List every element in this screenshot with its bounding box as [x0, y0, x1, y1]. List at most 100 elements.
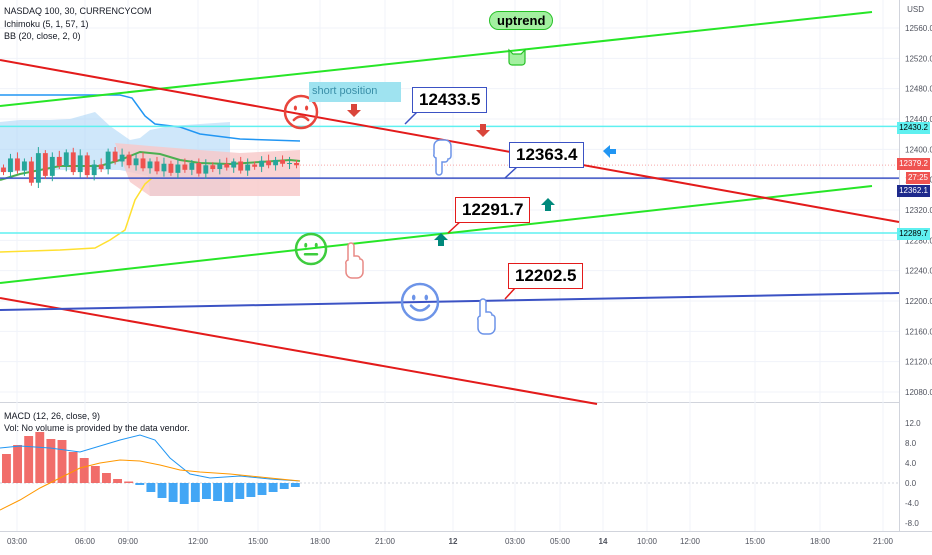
candle-body — [21, 161, 27, 171]
time-axis-tick: 18:00 — [310, 537, 331, 546]
macd-histogram-bar — [124, 481, 134, 483]
candle-body — [154, 161, 160, 172]
uptrend-label[interactable]: uptrend — [489, 11, 554, 30]
price-axis-tick: 12120.0 — [905, 358, 932, 367]
candle-body — [280, 159, 285, 164]
macd-axis-tick: 8.0 — [905, 439, 917, 448]
callout-pointer — [504, 286, 517, 300]
sad-face-icon — [283, 94, 319, 130]
candle-body — [98, 164, 104, 170]
neutral-face-icon — [294, 232, 328, 266]
face-eye — [424, 294, 429, 301]
time-axis-tick: 12:00 — [188, 537, 209, 546]
macd-histogram-bar — [268, 483, 278, 492]
macd-histogram-bar — [179, 483, 189, 504]
price-axis-tick: 12440.0 — [905, 115, 932, 124]
candle-body — [231, 161, 237, 168]
cat-head — [508, 48, 526, 66]
macd-histogram-bar — [90, 466, 100, 483]
hand-shape — [433, 139, 452, 176]
candle-body — [182, 164, 188, 170]
face-eye — [314, 242, 318, 248]
callout-pointer — [404, 110, 419, 125]
face-mouth — [292, 115, 310, 122]
candle-body — [15, 158, 20, 171]
bb-legend[interactable]: BB (20, close, 2, 0) — [4, 31, 81, 41]
trend-line — [0, 185, 873, 284]
candle-body — [35, 153, 41, 183]
candle-body — [8, 158, 13, 173]
candle-body — [224, 163, 230, 168]
symbol-legend[interactable]: NASDAQ 100, 30, CURRENCYCOM — [4, 6, 152, 16]
volume-legend: Vol: No volume is provided by the data v… — [4, 423, 190, 433]
candle-body — [217, 163, 223, 170]
candle-body — [168, 163, 174, 173]
face-outline — [400, 282, 440, 322]
ichimoku-legend[interactable]: Ichimoku (5, 1, 57, 1) — [4, 19, 89, 29]
candle-body — [161, 163, 167, 172]
candle-body — [210, 165, 216, 170]
time-axis-tick: 03:00 — [7, 537, 28, 546]
time-axis-tick: 18:00 — [810, 537, 831, 546]
candle-body — [1, 167, 6, 173]
time-axis-tick: 21:00 — [873, 537, 894, 546]
candle-body — [196, 162, 202, 174]
trend-line — [0, 297, 598, 405]
macd-line — [0, 434, 301, 482]
price-axis-tick: 12160.0 — [905, 327, 932, 336]
macd-axis-tick: -8.0 — [905, 519, 919, 528]
time-axis-tick: 12 — [449, 537, 458, 546]
face-eye — [293, 105, 297, 111]
macd-signal-line — [0, 459, 301, 511]
candle-body — [189, 162, 195, 170]
candle-body — [77, 155, 83, 173]
face-eye — [305, 105, 309, 111]
macd-histogram-bar — [279, 483, 289, 489]
candle-body — [252, 164, 258, 167]
time-axis-tick: 14 — [599, 537, 608, 546]
candle-body — [203, 165, 209, 174]
time-axis-tick: 15:00 — [248, 537, 269, 546]
time-axis-tick: 03:00 — [505, 537, 526, 546]
time-axis-tick: 12:00 — [680, 537, 701, 546]
candle-body — [287, 162, 292, 164]
candle-body — [112, 151, 118, 162]
candle-body — [119, 154, 125, 162]
callout-12291[interactable]: 12291.7 — [455, 197, 531, 223]
callout-12363[interactable]: 12363.4 — [509, 142, 585, 168]
macd-histogram-bar — [290, 483, 300, 487]
candle-body — [140, 158, 146, 169]
candle-body — [266, 160, 272, 166]
candle-body — [63, 152, 69, 167]
macd-histogram-bar — [235, 483, 245, 499]
ichimoku-span-line — [0, 94, 301, 142]
happy-face-icon — [400, 282, 440, 322]
candle-body — [245, 164, 251, 171]
face-eye — [304, 242, 308, 248]
price-axis-tick: 12080.0 — [905, 388, 932, 397]
hand-shape — [345, 242, 364, 279]
price-label-cyan-lower: 12289.7 — [897, 228, 930, 240]
price-label-blue: 12362.1 — [897, 185, 930, 197]
macd-legend[interactable]: MACD (12, 26, close, 9) — [4, 411, 101, 421]
time-axis-tick: 05:00 — [550, 537, 571, 546]
price-axis-tick: 12280.0 — [905, 236, 932, 245]
macd-histogram-bar — [68, 452, 78, 483]
price-axis-tick: 12240.0 — [905, 267, 932, 276]
candle-body — [259, 160, 265, 167]
candle-body — [273, 159, 279, 166]
callout-12202[interactable]: 12202.5 — [508, 263, 584, 289]
hand-shape — [477, 298, 496, 335]
callout-12433[interactable]: 12433.5 — [412, 87, 488, 113]
currency-label: USD — [907, 5, 924, 14]
candle-body — [105, 151, 111, 170]
price-axis-tick: 12320.0 — [905, 206, 932, 215]
macd-histogram-bar — [24, 436, 34, 483]
price-label-countdown: 27:25 — [905, 172, 930, 184]
face-eye — [411, 294, 416, 301]
cat-icon — [508, 48, 526, 66]
candle-body — [238, 161, 244, 171]
short-position-label[interactable]: short position — [309, 82, 401, 102]
